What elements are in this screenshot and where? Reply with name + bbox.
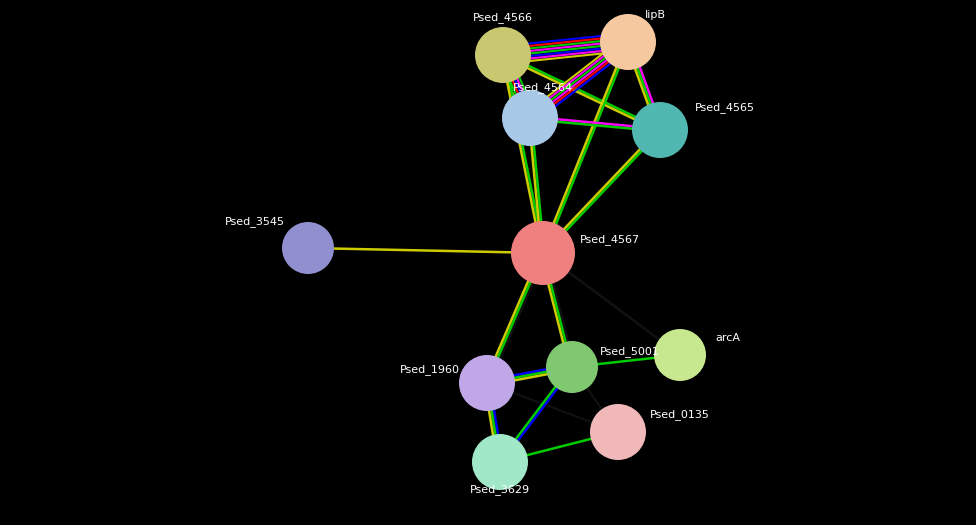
Circle shape [475, 27, 531, 83]
Text: IipB: IipB [645, 10, 666, 20]
Text: Psed_4567: Psed_4567 [580, 235, 640, 246]
Text: arcA: arcA [715, 333, 740, 343]
Text: Psed_4565: Psed_4565 [695, 102, 755, 113]
Circle shape [590, 404, 646, 460]
Text: Psed_3545: Psed_3545 [225, 216, 285, 227]
Circle shape [511, 221, 575, 285]
Text: Psed_4566: Psed_4566 [473, 13, 533, 24]
Circle shape [282, 222, 334, 274]
Text: Psed_4564: Psed_4564 [513, 82, 573, 93]
Text: Psed_1960: Psed_1960 [400, 364, 460, 375]
Circle shape [546, 341, 598, 393]
Circle shape [654, 329, 706, 381]
Text: Psed_0135: Psed_0135 [650, 410, 710, 421]
Circle shape [502, 90, 558, 146]
Circle shape [632, 102, 688, 158]
Text: Psed_5001: Psed_5001 [600, 346, 660, 358]
Circle shape [600, 14, 656, 70]
Circle shape [472, 434, 528, 490]
Text: Psed_3629: Psed_3629 [469, 485, 530, 496]
Circle shape [459, 355, 515, 411]
